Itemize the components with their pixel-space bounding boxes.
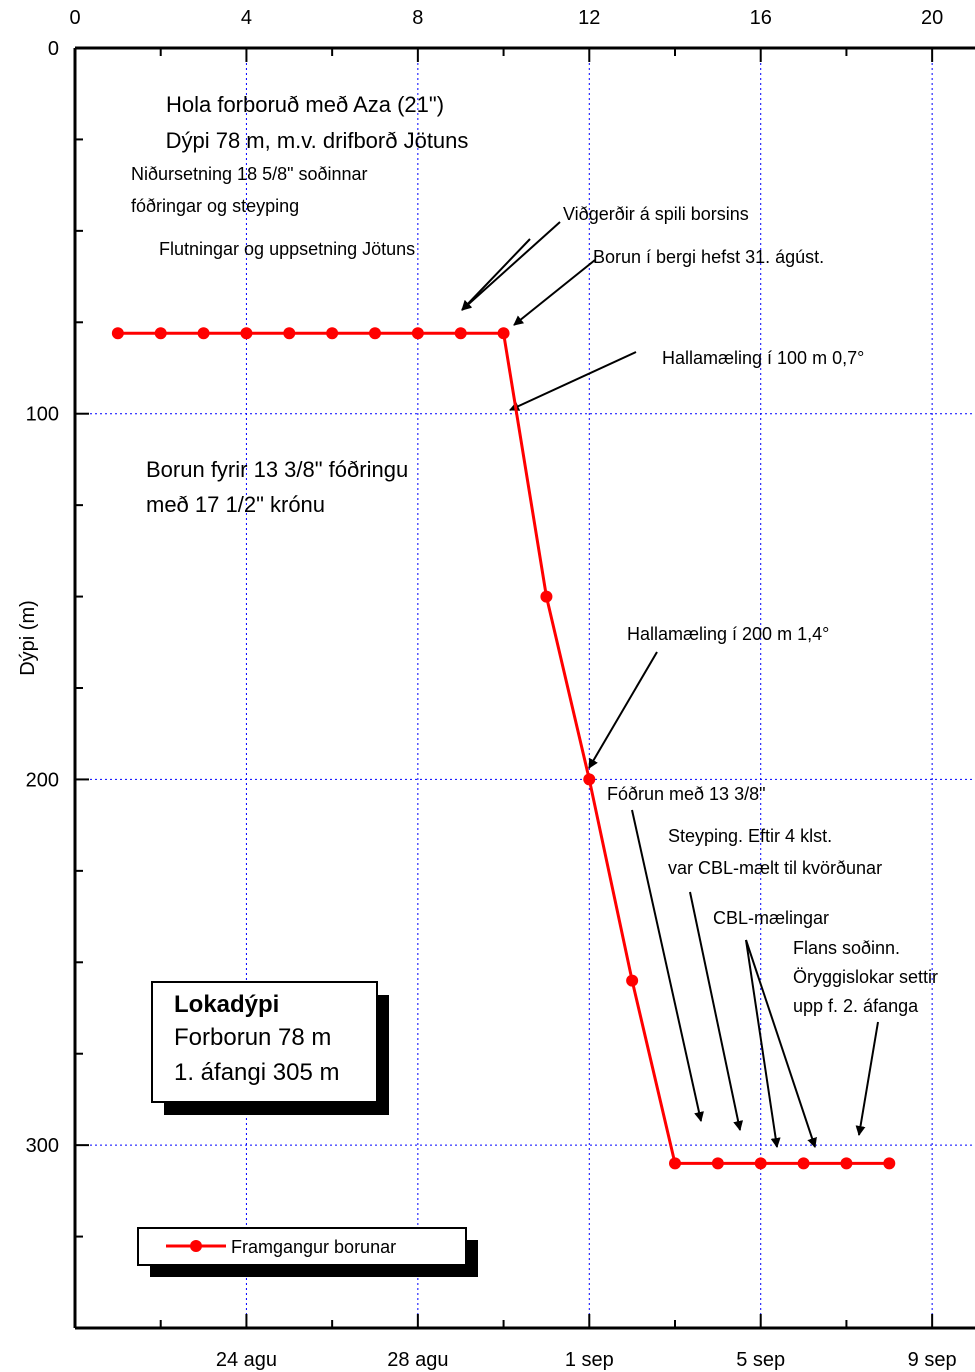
annotation-borun-fyrir-line1: Borun fyrir 13 3/8" fóðringu: [146, 457, 408, 482]
tick-label-x-top: 20: [921, 7, 943, 29]
final-depth-box-frame: [151, 981, 378, 1103]
data-point: [797, 1157, 810, 1170]
series-framgangur-borunar: [111, 327, 896, 1170]
data-point: [754, 1157, 767, 1170]
tick-label-x-top: 0: [69, 7, 80, 29]
tick-label-y: 100: [26, 404, 59, 426]
legend: Framgangur borunar: [137, 1227, 478, 1277]
arrow-vidgerdir: [461, 221, 561, 311]
tick-label-x-bottom: 9 sep: [908, 1349, 957, 1371]
data-point: [711, 1157, 724, 1170]
data-point: [369, 327, 381, 340]
data-point: [240, 327, 253, 340]
data-point: [840, 1157, 853, 1170]
annotation-borun-fyrir-line2: með 17 1/2" krónu: [146, 492, 325, 517]
annotation-borun-bergi: Borun í bergi hefst 31. ágúst.: [593, 247, 824, 267]
legend-label: Framgangur borunar: [231, 1237, 396, 1257]
data-point: [626, 974, 639, 987]
data-point: [326, 327, 339, 340]
annotation-steyping-line2: var CBL-mælt til kvörðunar: [668, 858, 882, 878]
annotation-vidgerdir: Viðgerðir á spili borsins: [563, 204, 749, 224]
annotation-dypi: Dýpi 78 m, m.v. drifborð Jötuns: [166, 128, 469, 153]
tick-label-x-bottom: 24 agu: [216, 1349, 277, 1371]
data-point: [454, 327, 467, 340]
final-depth-box-line2: 1. áfangi 305 m: [174, 1059, 339, 1086]
data-point: [283, 327, 296, 340]
tick-label-x-top: 8: [412, 7, 423, 29]
y-axis-label: Dýpi (m): [17, 600, 39, 676]
data-point: [154, 327, 167, 340]
annotation-nidursetning-line1: Niðursetning 18 5/8" soðinnar: [131, 164, 368, 184]
data-point: [497, 327, 510, 340]
final-depth-box-title: Lokadýpi: [174, 991, 279, 1018]
final-depth-box-line1: Forborun 78 m: [174, 1024, 331, 1051]
data-point: [883, 1157, 896, 1170]
tick-label-x-top: 16: [750, 7, 772, 29]
annotation-flans-line3: upp f. 2. áfanga: [793, 996, 919, 1016]
tick-label-x-top: 4: [241, 7, 252, 29]
tick-label-x-bottom: 5 sep: [736, 1349, 785, 1371]
annotation-flans-line1: Flans soðinn.: [793, 938, 900, 958]
tick-label-x-bottom: 1 sep: [565, 1349, 614, 1371]
data-point: [669, 1157, 681, 1170]
arrow-fodrun: [631, 809, 704, 1122]
tick-label-y: 300: [26, 1135, 59, 1157]
annotation-flutningar: Flutningar og uppsetning Jötuns: [159, 239, 415, 259]
annotation-halla100: Hallamæling í 100 m 0,7°: [662, 348, 864, 368]
arrow-cbl-2: [745, 939, 817, 1148]
annotations: Hola forboruð með Aza (21") Dýpi 78 m, m…: [131, 92, 938, 1016]
annotation-hola: Hola forboruð með Aza (21"): [166, 92, 444, 117]
tick-label-x-bottom: 28 agu: [387, 1349, 448, 1371]
arrow-halla200: [588, 651, 658, 769]
annotation-flans-line2: Öryggislokar settir: [793, 967, 938, 987]
data-point: [197, 327, 210, 340]
data-point: [111, 327, 124, 340]
data-point: [583, 773, 596, 786]
tick-label-y: 200: [26, 769, 59, 791]
tick-labels: 0 4 8 12 16 20 24 agu 28 agu 1 sep 5 sep 9 sep 0 100…: [26, 7, 957, 1371]
annotation-arrows: [461, 221, 879, 1148]
data-point: [411, 327, 424, 340]
annotation-fodrun: Fóðrun með 13 3/8": [607, 784, 765, 804]
final-depth-box: Lokadýpi Forborun 78 m 1. áfangi 305 m: [151, 981, 389, 1115]
annotation-halla200: Hallamæling í 200 m 1,4°: [627, 624, 829, 644]
arrow-flans: [855, 1021, 879, 1136]
tick-label-y: 0: [48, 38, 59, 60]
annotation-steyping-line1: Steyping. Eftir 4 klst.: [668, 826, 832, 846]
legend-swatch-marker: [190, 1240, 202, 1252]
arrow-halla100: [509, 351, 637, 411]
annotation-cbl: CBL-mælingar: [713, 908, 829, 928]
gridlines: [75, 48, 975, 1328]
axes: [73, 46, 975, 1330]
tick-label-x-top: 12: [578, 7, 600, 29]
data-point: [540, 590, 553, 603]
arrow-borun-bergi: [513, 259, 596, 326]
arrow-cbl-1: [745, 939, 781, 1148]
arrow-steyping: [689, 891, 744, 1131]
arrow-flutningar: [461, 238, 531, 311]
annotation-nidursetning-line2: fóðringar og steyping: [131, 196, 299, 216]
